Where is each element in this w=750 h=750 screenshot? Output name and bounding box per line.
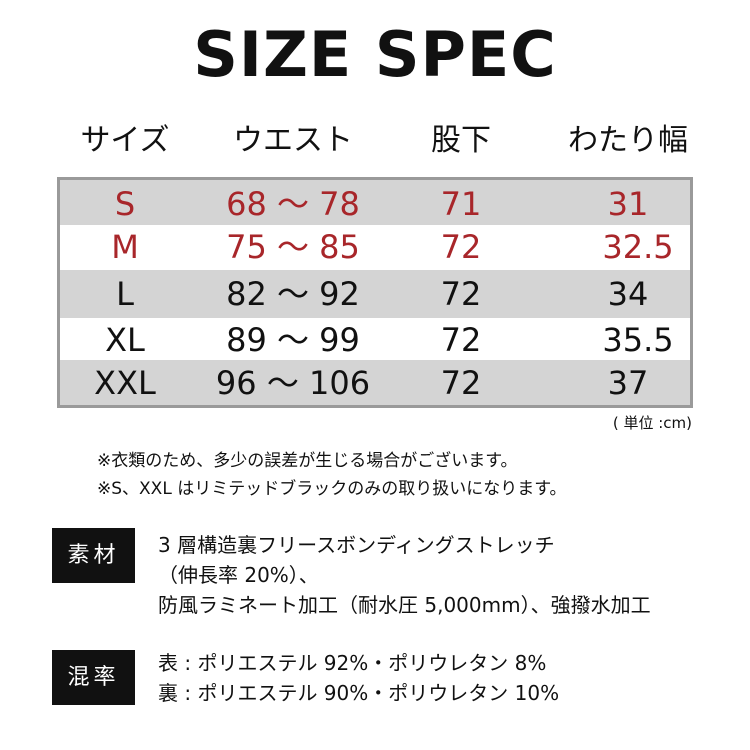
thigh-cell: 31 [607,185,649,223]
blend-label: 混率 [52,650,135,705]
thigh-cell: 32.5 [602,228,674,266]
waist-cell: 75 ～ 85 [226,228,360,266]
table-row-xl: XL 89 ～ 99 72 35.5 [60,318,690,360]
waist-cell: 89 ～ 99 [226,321,360,359]
unit-label: ( 単位 :cm) [612,414,692,432]
waist-cell: 82 ～ 92 [226,275,360,313]
blend-line: 表 : ポリエステル 92%・ポリウレタン 8% [158,651,547,675]
thigh-cell: 34 [607,275,649,313]
material-label: 素材 [52,528,135,583]
header-waist: ウエスト [233,123,353,158]
size-cell: XL [105,321,145,359]
note-availability: ※S、XXL はリミテッドブラックのみの取り扱いになります。 [97,479,567,499]
waist-cell: 68 ～ 78 [226,185,360,223]
size-cell: XXL [94,364,156,402]
inseam-cell: 71 [440,185,482,223]
table-row-m: M 75 ～ 85 72 32.5 [60,225,690,270]
size-table: S 68 ～ 78 71 31 M 75 ～ 85 72 32.5 L 82 ～… [57,177,693,408]
waist-cell: 96 ～ 106 [215,364,371,402]
size-cell: L [116,275,134,313]
material-line: 3 層構造裏フリースボンディングストレッチ [158,533,555,557]
table-row-l: L 82 ～ 92 72 34 [60,272,690,318]
material-line: （伸長率 20%）、 [158,563,319,587]
inseam-cell: 72 [440,228,482,266]
inseam-cell: 72 [440,275,482,313]
header-inseam: 股下 [431,123,491,158]
size-cell: M [111,228,139,266]
material-text: 3 層構造裏フリースボンディングストレッチ （伸長率 20%）、 防風ラミネート… [158,530,651,620]
material-line: 防風ラミネート加工（耐水圧 5,000mm）、強撥水加工 [158,593,651,617]
blend-line: 裏 : ポリエステル 90%・ポリウレタン 10% [158,681,560,705]
page-title: SIZE SPEC [193,18,557,91]
blend-text: 表 : ポリエステル 92%・ポリウレタン 8% 裏 : ポリエステル 90%・… [158,648,559,708]
table-row-s: S 68 ～ 78 71 31 [60,182,690,225]
inseam-cell: 72 [440,364,482,402]
thigh-cell: 35.5 [602,321,674,359]
header-thigh: わたり幅 [568,123,688,158]
note-tolerance: ※衣類のため、多少の誤差が生じる場合がございます。 [97,451,518,471]
header-size: サイズ [80,123,170,158]
table-row-xxl: XXL 96 ～ 106 72 37 [60,361,690,405]
size-cell: S [114,185,136,223]
thigh-cell: 37 [607,364,649,402]
inseam-cell: 72 [440,321,482,359]
